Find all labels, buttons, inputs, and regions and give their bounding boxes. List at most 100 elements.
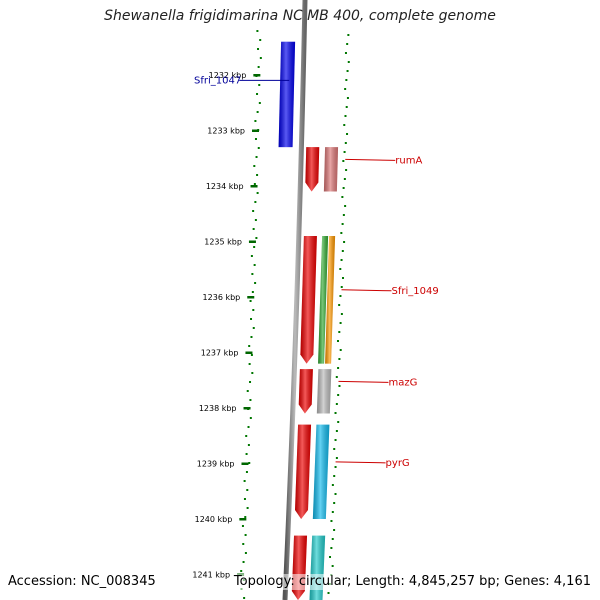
gene-shading [300,235,317,364]
gc-dot [249,300,252,302]
gc-dot [248,363,251,365]
tick-mark [250,185,258,188]
gc-dot [331,511,334,513]
gc-dot [342,214,345,216]
gc-dot [254,219,257,221]
gc-dot [241,525,244,527]
gc-dot [331,538,334,540]
gc-dot [335,403,338,405]
gc-dot [254,120,257,122]
gene-label-Sfri_1047[interactable]: Sfri_1047 [194,75,241,86]
gene-label-Sfri_1049[interactable]: Sfri_1049 [391,286,438,297]
tick-label: 1240 kbp [195,515,233,524]
gc-dot [256,30,259,32]
gc-dot [254,138,257,140]
gc-dot [250,318,253,320]
gene-label-leader [345,158,396,161]
gene-label-rumA[interactable]: rumA [395,155,422,166]
gc-dot [258,102,261,104]
gc-dot [245,471,248,473]
gc-dot [246,507,249,509]
gc-dot [334,493,337,495]
gc-dot [256,111,259,113]
gc-dot [329,556,332,558]
gc-dot [343,178,346,180]
gene-shading [325,235,336,364]
gc-dot [243,480,246,482]
gc-dot [250,255,253,257]
gene-label-leader [341,289,392,292]
gene-label-mazG[interactable]: mazG [388,377,417,388]
gc-dot [246,390,249,392]
gene-label-pyrG[interactable]: pyrG [386,458,410,469]
genome-backbone [282,0,308,600]
gc-dot [257,48,260,50]
gc-dot [244,534,247,536]
tick-mark [248,240,256,243]
gc-dot [246,489,249,491]
gc-dot [334,466,337,468]
gc-dot [345,169,348,171]
gc-dot [338,331,341,333]
gc-dot [345,106,348,108]
gene-shading [318,235,329,364]
gc-dot [258,84,261,86]
tick-label: 1238 kbp [199,404,237,413]
gc-dot [340,259,343,261]
tick-label: 1234 kbp [206,182,244,191]
kbp-scale: 1232 kbp 1233 kbp 1234 kbp 1235 kbp 1236 kbp… [192,71,261,580]
gc-dot [259,39,262,41]
gc-dot [343,241,346,243]
tick-mark [251,129,259,132]
gc-dot [248,345,251,347]
gc-dot [252,228,255,230]
gene-shading [278,41,296,148]
gc-dot [333,475,336,477]
tick-mark [239,518,247,521]
gc-dot [249,417,252,419]
gc-dot [334,412,337,414]
tick-label: 1235 kbp [204,238,242,247]
gene-shading [295,424,312,519]
gc-dot [252,210,255,212]
gc-dot [242,561,245,563]
gc-dot [253,264,256,266]
gc-dot [337,367,340,369]
gc-dot [342,160,345,162]
topology-text: Topology: circular; Length: 4,845,257 bp… [233,574,591,590]
gc-dot [256,93,259,95]
gc-dot [250,336,253,338]
genome-title: Shewanella frigidimarina NCIMB 400, comp… [104,8,496,24]
gc-dot [252,327,255,329]
gc-dot [344,142,347,144]
gene-shading [316,369,332,414]
gc-dot [334,439,337,441]
gc-dot [336,340,339,342]
gc-dot [327,592,330,594]
tick-mark [241,462,249,465]
gc-dot [254,282,257,284]
gc-dot [259,57,262,59]
gc-dot [251,291,254,293]
tick-label: 1237 kbp [201,349,239,358]
gc-dot [341,196,344,198]
gc-dot [250,354,253,356]
gc-dot [337,421,340,423]
gene-label-leader [338,380,389,383]
gc-dot [346,43,349,45]
gc-dot [346,70,349,72]
gc-dot [245,453,248,455]
gc-dot [333,502,336,504]
gc-dot [243,498,246,500]
gc-dot [253,246,256,248]
gc-dot [335,430,338,432]
gc-dot [256,192,259,194]
gc-dot [342,277,345,279]
gc-dot [333,529,336,531]
gc-dot [252,309,255,311]
gc-dot [249,399,252,401]
gc-dot [341,223,344,225]
gc-dot [247,426,250,428]
gc-dot [342,187,345,189]
